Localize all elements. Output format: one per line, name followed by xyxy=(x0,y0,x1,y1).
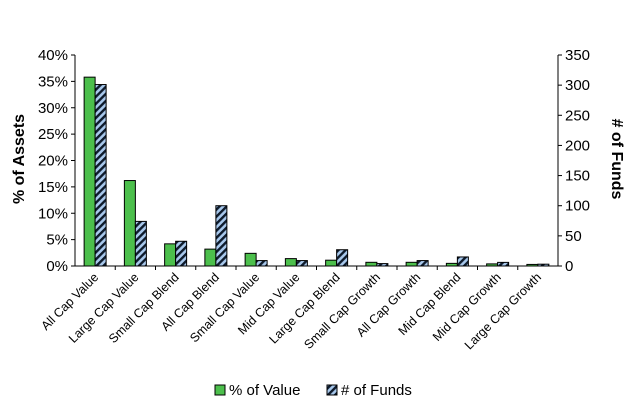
bar-pct-value xyxy=(204,248,217,267)
right-tick-label: 350 xyxy=(565,47,590,64)
bar-pct-value xyxy=(325,259,338,267)
legend-swatch-value xyxy=(214,384,226,396)
bar-num-funds xyxy=(416,260,429,267)
bar-pct-value xyxy=(123,180,136,267)
bar-num-funds xyxy=(134,220,147,267)
right-tick-label: 150 xyxy=(565,168,590,185)
bar-pct-value xyxy=(284,258,297,267)
bar-pct-value xyxy=(405,261,418,267)
x-category-label: Small Cap Value xyxy=(187,270,262,345)
left-tick-label: 10% xyxy=(38,205,68,222)
bar-pct-value xyxy=(365,261,378,267)
right-axis-title: # of Funds xyxy=(608,119,625,200)
bar-num-funds xyxy=(497,261,510,267)
bar-pct-value xyxy=(244,252,257,267)
bar-num-funds xyxy=(295,260,308,267)
left-axis-ticks: 0% 5% 10% 15% 20% 25% 30% 35% 40% xyxy=(38,47,75,275)
left-axis-title: % of Assets xyxy=(11,114,28,204)
legend: % of Value # of Funds xyxy=(214,382,412,399)
left-tick-label: 15% xyxy=(38,179,68,196)
legend-swatch-funds xyxy=(326,384,338,396)
legend-label-funds: # of Funds xyxy=(341,382,412,399)
right-tick-label: 300 xyxy=(565,77,590,94)
x-category-label: Large Cap Growth xyxy=(462,270,544,352)
bar-pct-value xyxy=(164,243,177,267)
left-tick-label: 0% xyxy=(46,258,68,275)
x-category-label: Mid Cap Growth xyxy=(430,270,504,344)
right-tick-label: 0 xyxy=(565,258,573,275)
bar-num-funds xyxy=(94,84,107,267)
left-tick-label: 5% xyxy=(46,232,68,249)
axes-group xyxy=(74,55,559,270)
bar-pct-value xyxy=(83,76,96,267)
legend-label-value: % of Value xyxy=(229,382,300,399)
x-category-label: Large Cap Blend xyxy=(267,270,343,346)
bar-num-funds xyxy=(336,249,349,267)
left-tick-label: 20% xyxy=(38,153,68,170)
right-tick-label: 200 xyxy=(565,137,590,154)
right-tick-label: 100 xyxy=(565,198,590,215)
left-tick-label: 25% xyxy=(38,126,68,143)
bar-num-funds xyxy=(255,260,268,267)
x-category-label: Small Cap Growth xyxy=(301,270,383,352)
right-tick-label: 250 xyxy=(565,107,590,124)
bar-num-funds xyxy=(215,205,228,267)
x-category-label: Large Cap Value xyxy=(66,270,142,346)
bar-num-funds xyxy=(175,240,188,267)
x-category-label: Small Cap Blend xyxy=(106,270,182,346)
right-axis-ticks: 0 50 100 150 200 250 300 350 xyxy=(558,47,590,275)
bars-group xyxy=(83,76,550,267)
bar-num-funds xyxy=(456,256,469,267)
left-tick-label: 40% xyxy=(38,47,68,64)
right-tick-label: 50 xyxy=(565,228,582,245)
left-tick-label: 30% xyxy=(38,100,68,117)
left-tick-label: 35% xyxy=(38,73,68,90)
